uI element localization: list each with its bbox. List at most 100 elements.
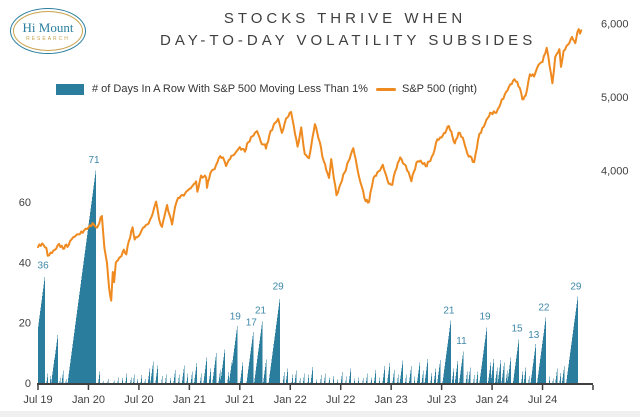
streak-bar (155, 364, 158, 383)
streak-bar (65, 377, 67, 383)
streak-bar (169, 377, 171, 383)
streak-bar (454, 358, 458, 383)
logo-oval-icon: Hi Mount RESEARCH (10, 8, 86, 54)
streak-bar (409, 364, 412, 383)
bar-peak-label: 17 (246, 318, 258, 329)
streak-bar (194, 361, 197, 383)
streak-bar (133, 373, 135, 383)
himount-logo: Hi Mount RESEARCH (10, 8, 86, 54)
x-axis-label: Jul 20 (124, 394, 153, 406)
x-axis-label: Jan 23 (375, 394, 408, 406)
streak-bar (299, 377, 301, 383)
streak-bar (51, 334, 58, 383)
bar-peak-label: 19 (479, 312, 491, 323)
streak-bar (413, 373, 416, 383)
bar-peak-label: 19 (230, 312, 242, 323)
bar-peak-label: 71 (88, 155, 100, 166)
streak-bar (147, 367, 150, 383)
bar-peak-label: 21 (443, 306, 455, 317)
streak-bar (397, 373, 399, 383)
streak-bar (513, 337, 519, 383)
streak-bar (528, 373, 530, 383)
streak-bar (345, 373, 347, 383)
streak-bar (181, 364, 185, 383)
streak-bar (370, 377, 372, 383)
legend-line-label: S&P 500 (right) (402, 83, 478, 95)
streak-bar (399, 358, 403, 383)
streak-bar (340, 370, 343, 383)
x-axis-label: Jan 22 (274, 394, 307, 406)
streak-bar (229, 325, 238, 383)
streak-bar (490, 355, 495, 383)
streak-bar (178, 373, 180, 383)
right-axis-label: 5,000 (601, 92, 629, 104)
streak-bar (523, 364, 527, 383)
bottom-strip (0, 411, 640, 417)
left-axis-label: 20 (19, 318, 31, 330)
streak-bar (465, 370, 468, 383)
streak-bar (208, 364, 212, 383)
bar-peak-label: 11 (456, 336, 467, 347)
streak-bar (379, 373, 381, 383)
x-axis-label: Jan 20 (72, 394, 105, 406)
legend-item-line: S&P 500 (right) (376, 83, 477, 95)
bar-peak-label: 21 (255, 306, 267, 317)
streak-bar (473, 373, 475, 383)
streak-bar (140, 373, 142, 383)
streak-bar (530, 343, 536, 383)
streak-bar (294, 367, 297, 383)
streak-bar (218, 367, 221, 383)
streak-bar (337, 377, 339, 383)
left-axis-label: 0 (25, 378, 31, 390)
streak-bar (358, 373, 360, 383)
streak-bar (107, 377, 109, 383)
streak-bar (310, 364, 313, 383)
streak-bar (303, 370, 305, 383)
streak-bar (307, 373, 309, 383)
line-swatch-icon (376, 87, 396, 91)
streak-bar (212, 352, 217, 383)
streak-bar (254, 319, 263, 383)
streak-bar (285, 364, 289, 383)
streak-bar (417, 361, 420, 383)
streak-bar (362, 377, 364, 383)
streak-bar (548, 373, 551, 383)
streak-bar (320, 373, 322, 383)
streak-bar (59, 373, 61, 383)
streak-bar (555, 367, 558, 383)
bar-peak-label: 13 (528, 330, 540, 341)
streak-bar (165, 370, 167, 383)
streak-bar (144, 377, 146, 383)
streak-bar (566, 295, 578, 383)
streak-bar (366, 370, 368, 383)
bar-peak-label: 15 (511, 324, 523, 335)
streak-bar (476, 367, 479, 383)
streak-bar (424, 355, 429, 383)
bar-peak-label: 22 (538, 303, 550, 314)
x-axis-label: Jul 19 (23, 394, 52, 406)
streak-bar (562, 364, 565, 383)
streak-bar (332, 373, 334, 383)
streak-bar (268, 295, 281, 383)
streak-bar (49, 373, 51, 383)
streak-bar (130, 377, 132, 383)
streak-bar (38, 274, 46, 383)
streak-bar (263, 358, 267, 383)
streak-bar (328, 377, 330, 383)
streak-bar (324, 370, 326, 383)
streak-bar (190, 367, 193, 383)
streak-bar (117, 373, 119, 383)
streak-bar (552, 377, 554, 383)
streak-bar (220, 346, 226, 383)
x-axis-label: Jul 22 (326, 394, 355, 406)
streak-bar (67, 168, 96, 383)
streak-bar (291, 373, 293, 383)
streak-bar (246, 331, 254, 383)
streak-bar (442, 319, 451, 383)
streak-bar (240, 361, 243, 383)
left-axis-label: 60 (19, 197, 31, 209)
bar-peak-label: 29 (570, 282, 582, 293)
